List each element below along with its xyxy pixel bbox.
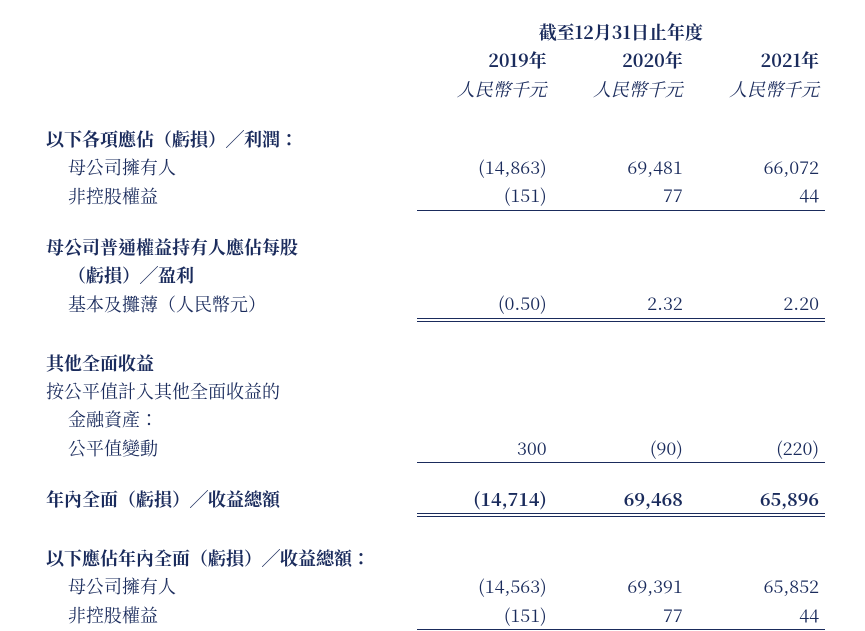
section-row: 母公司普通權益持有人應佔每股: [40, 233, 825, 261]
spacer-row: [40, 210, 825, 233]
row-label: 基本及攤薄（人民幣元）: [40, 289, 417, 318]
cell-value: (151): [417, 601, 553, 630]
row-label: 公平值變動: [40, 434, 417, 463]
cell-empty: [553, 377, 689, 405]
cell-empty: [417, 233, 553, 261]
cell-empty: [689, 405, 825, 433]
row-label: 非控股權益: [40, 601, 417, 630]
row-label: 以下應佔年內全面（虧損）╱收益總額：: [40, 544, 417, 572]
row-label: 年內全面（虧損）╱收益總額: [40, 485, 417, 514]
cell-empty: [689, 233, 825, 261]
spacer-row: [40, 327, 825, 349]
cell-value: 2.32: [553, 289, 689, 318]
col-year-2020: 2020年: [553, 46, 689, 74]
table-row: 年內全面（虧損）╱收益總額(14,714)69,46865,896: [40, 485, 825, 514]
col-year-2019: 2019年: [417, 46, 553, 74]
col-unit-2021: 人民幣千元: [689, 75, 825, 103]
row-label: 非控股權益: [40, 181, 417, 210]
cell-value: (90): [553, 434, 689, 463]
cell-value: (0.50): [417, 289, 553, 318]
cell-empty: [553, 125, 689, 153]
cell-value: 65,852: [689, 572, 825, 600]
table-row: 基本及攤薄（人民幣元）(0.50)2.322.20: [40, 289, 825, 318]
cell-empty: [553, 261, 689, 289]
table-row: 公平值變動300(90)(220): [40, 434, 825, 463]
cell-empty: [417, 261, 553, 289]
year-header-row: 2019年 2020年 2021年: [40, 46, 825, 74]
row-label: 其他全面收益: [40, 349, 417, 377]
cell-value: (14,863): [417, 153, 553, 181]
unit-header-row: 人民幣千元 人民幣千元 人民幣千元: [40, 75, 825, 103]
table-row: 非控股權益(151)7744: [40, 181, 825, 210]
section-row: 金融資產：: [40, 405, 825, 433]
cell-empty: [689, 349, 825, 377]
cell-empty: [417, 125, 553, 153]
table-row: 非控股權益(151)7744: [40, 601, 825, 630]
row-label: 金融資產：: [40, 405, 417, 433]
cell-value: (220): [689, 434, 825, 463]
cell-empty: [689, 377, 825, 405]
cell-value: 77: [553, 181, 689, 210]
cell-empty: [417, 405, 553, 433]
cell-value: 69,481: [553, 153, 689, 181]
spacer-row: [40, 462, 825, 485]
cell-empty: [689, 261, 825, 289]
cell-value: (14,714): [417, 485, 553, 514]
cell-empty: [689, 125, 825, 153]
row-label: 母公司擁有人: [40, 153, 417, 181]
cell-empty: [553, 349, 689, 377]
cell-value: 300: [417, 434, 553, 463]
col-unit-2020: 人民幣千元: [553, 75, 689, 103]
cell-empty: [689, 544, 825, 572]
cell-value: 69,468: [553, 485, 689, 514]
section-row: （虧損）╱盈利: [40, 261, 825, 289]
cell-value: 65,896: [689, 485, 825, 514]
cell-empty: [417, 544, 553, 572]
cell-value: 69,391: [553, 572, 689, 600]
cell-value: (151): [417, 181, 553, 210]
col-unit-2019: 人民幣千元: [417, 75, 553, 103]
section-row: 按公平值計入其他全面收益的: [40, 377, 825, 405]
cell-value: 44: [689, 181, 825, 210]
row-label: （虧損）╱盈利: [40, 261, 417, 289]
period-header: 截至12月31日止年度: [417, 18, 825, 46]
cell-empty: [417, 377, 553, 405]
cell-value: 44: [689, 601, 825, 630]
cell-value: (14,563): [417, 572, 553, 600]
spacer-row: [40, 514, 825, 523]
section-row: 以下應佔年內全面（虧損）╱收益總額：: [40, 544, 825, 572]
row-label: 母公司普通權益持有人應佔每股: [40, 233, 417, 261]
section-row: 其他全面收益: [40, 349, 825, 377]
spacer-row: [40, 522, 825, 544]
col-year-2021: 2021年: [689, 46, 825, 74]
table-row: 母公司擁有人(14,863)69,48166,072: [40, 153, 825, 181]
cell-empty: [553, 233, 689, 261]
table-row: 母公司擁有人(14,563)69,39165,852: [40, 572, 825, 600]
cell-value: 77: [553, 601, 689, 630]
cell-value: 66,072: [689, 153, 825, 181]
row-label: 按公平值計入其他全面收益的: [40, 377, 417, 405]
cell-empty: [553, 544, 689, 572]
financial-table: 截至12月31日止年度 2019年 2020年 2021年 人民幣千元 人民幣千…: [40, 18, 825, 630]
cell-value: 2.20: [689, 289, 825, 318]
section-row: 以下各項應佔（虧損）╱利潤：: [40, 125, 825, 153]
spacer-row: [40, 318, 825, 327]
row-label: 母公司擁有人: [40, 572, 417, 600]
cell-empty: [553, 405, 689, 433]
row-label: 以下各項應佔（虧損）╱利潤：: [40, 125, 417, 153]
period-header-row: 截至12月31日止年度: [40, 18, 825, 46]
cell-empty: [417, 349, 553, 377]
